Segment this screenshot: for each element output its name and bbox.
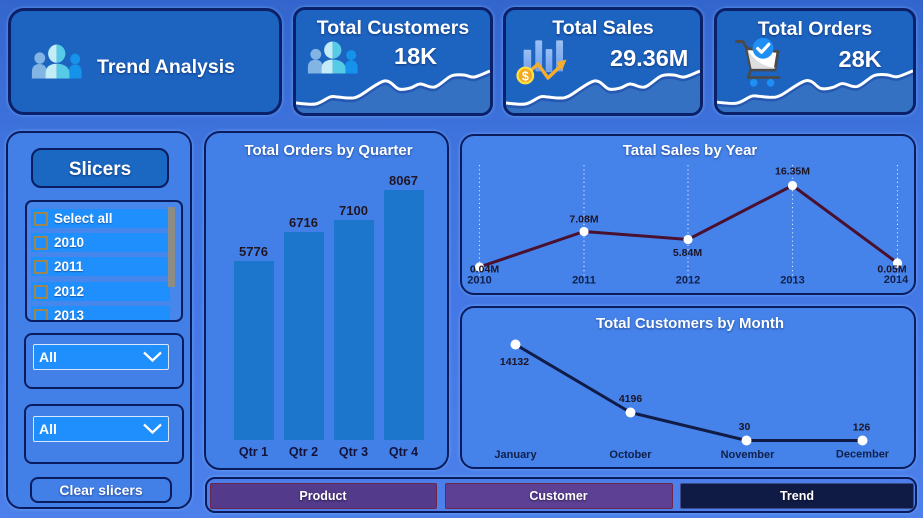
svg-text:0.05M: 0.05M	[877, 264, 906, 276]
svg-text:2010: 2010	[467, 275, 491, 287]
svg-text:4196: 4196	[619, 393, 643, 405]
svg-text:7.08M: 7.08M	[569, 214, 598, 226]
svg-text:126: 126	[853, 422, 871, 434]
svg-text:2013: 2013	[780, 275, 804, 287]
svg-text:November: November	[721, 449, 776, 461]
svg-text:30: 30	[739, 421, 751, 433]
svg-text:October: October	[609, 449, 652, 461]
svg-text:16.35M: 16.35M	[775, 166, 810, 178]
svg-text:0.04M: 0.04M	[470, 264, 499, 276]
svg-text:January: January	[494, 449, 537, 461]
svg-text:2011: 2011	[572, 275, 596, 287]
svg-text:14132: 14132	[500, 356, 529, 368]
svg-text:2014: 2014	[884, 274, 909, 286]
svg-text:December: December	[836, 449, 890, 461]
svg-text:2012: 2012	[676, 275, 700, 287]
svg-text:$: $	[522, 69, 529, 83]
svg-text:5.84M: 5.84M	[673, 247, 702, 259]
